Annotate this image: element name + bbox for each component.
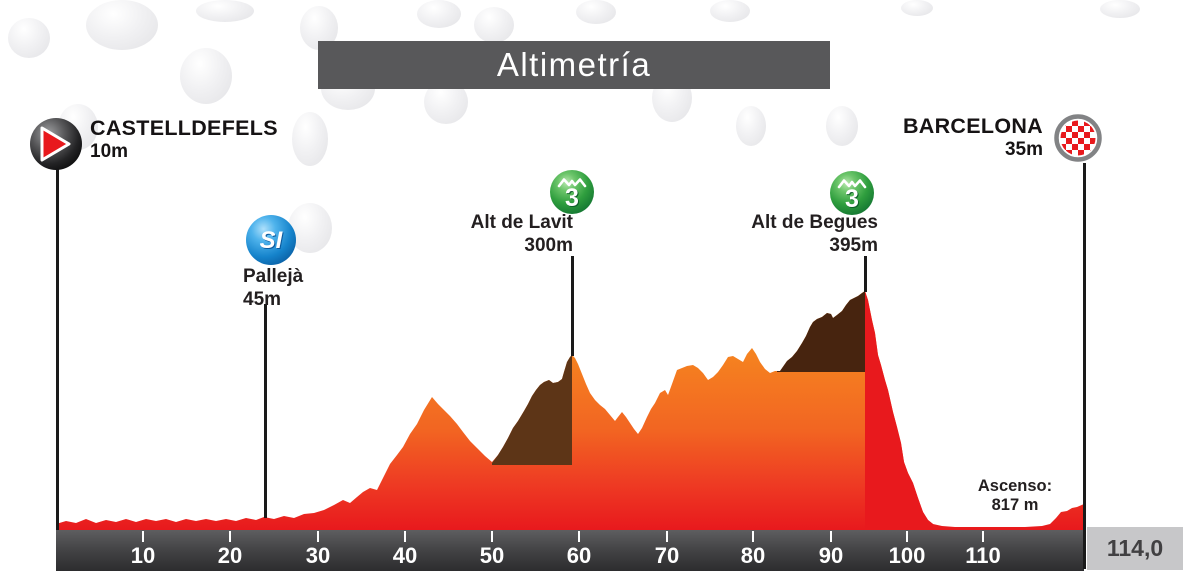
sprint-elevation: 45m <box>243 289 303 312</box>
lavit-line <box>571 256 574 356</box>
axis-tick-mark <box>578 531 580 542</box>
ascent-label: Ascenso: <box>953 477 1077 496</box>
background-bubble <box>736 106 766 146</box>
svg-text:3: 3 <box>565 184 579 212</box>
start-label: CASTELLDEFELS 10m <box>90 116 278 163</box>
axis-tick-label-50: 50 <box>462 543 522 569</box>
climb-name: Alt de Lavit <box>423 212 573 235</box>
finish-line <box>1083 163 1086 569</box>
axis-tick-mark <box>229 531 231 542</box>
background-bubble <box>8 18 50 58</box>
finish-label: BARCELONA 35m <box>843 114 1043 161</box>
final-descent-red <box>865 291 933 530</box>
axis-tick-mark <box>142 531 144 542</box>
ascent-value: 817 m <box>953 496 1077 515</box>
total-distance-box: 114,0 <box>1087 527 1183 570</box>
axis-tick-mark <box>491 531 493 542</box>
begues-line <box>864 256 867 292</box>
axis-tick-mark <box>404 531 406 542</box>
axis-tick-label-100: 100 <box>877 543 937 569</box>
axis-tick-label-60: 60 <box>549 543 609 569</box>
finish-elevation: 35m <box>843 139 1043 161</box>
background-bubble <box>292 112 328 166</box>
svg-text:SI: SI <box>260 227 284 254</box>
sprint-si-icon: SI SI <box>245 214 297 266</box>
begues-climb-shade <box>777 291 865 372</box>
climb-lavit-label: Alt de Lavit 300m <box>423 212 573 258</box>
axis-tick-mark <box>830 531 832 542</box>
axis-tick-mark <box>752 531 754 542</box>
climb-cat3-icon: 3 3 <box>549 169 595 215</box>
background-bubble <box>576 0 616 24</box>
total-distance-value: 114,0 <box>1107 535 1163 562</box>
axis-tick-label-110: 110 <box>953 543 1013 569</box>
start-elevation: 10m <box>90 141 278 163</box>
background-bubble <box>86 0 158 50</box>
stage-profile-graphic: Altimetría CASTELLDEFELS 10m BARCELONA 3… <box>0 0 1200 584</box>
axis-tick-label-10: 10 <box>113 543 173 569</box>
background-bubble <box>1100 0 1140 18</box>
start-name: CASTELLDEFELS <box>90 116 278 141</box>
climb-elevation: 395m <box>728 235 878 258</box>
climb-cat3-icon: 3 3 <box>829 170 875 216</box>
axis-tick-label-30: 30 <box>288 543 348 569</box>
finish-name: BARCELONA <box>843 114 1043 139</box>
lavit-climb-shade <box>492 355 572 465</box>
palleja-line <box>264 304 267 518</box>
sprint-name: Pallejà <box>243 266 303 289</box>
finish-checkered-icon <box>1054 114 1102 162</box>
climb-elevation: 300m <box>423 235 573 258</box>
axis-tick-label-80: 80 <box>723 543 783 569</box>
background-bubble <box>710 0 750 22</box>
axis-tick-mark <box>982 531 984 542</box>
axis-tick-mark <box>666 531 668 542</box>
background-bubble <box>474 7 514 43</box>
axis-tick-mark <box>906 531 908 542</box>
background-bubble <box>196 0 254 22</box>
svg-text:3: 3 <box>845 185 859 213</box>
title-banner: Altimetría <box>318 41 830 89</box>
sprint-label: Pallejà 45m <box>243 266 303 312</box>
axis-tick-label-70: 70 <box>637 543 697 569</box>
climb-begues-label: Alt de Begues 395m <box>728 212 878 258</box>
background-bubble <box>417 0 461 28</box>
background-bubble <box>901 0 933 16</box>
distance-axis: 10 20 30 40 50 60 70 80 90 100 110 <box>56 530 1084 571</box>
axis-tick-label-20: 20 <box>200 543 260 569</box>
background-bubble <box>180 48 232 104</box>
ascent-annotation: Ascenso: 817 m <box>953 477 1077 515</box>
elevation-area <box>56 291 1084 530</box>
start-line <box>56 163 59 530</box>
page-title: Altimetría <box>497 46 651 84</box>
axis-tick-mark <box>317 531 319 542</box>
axis-tick-label-90: 90 <box>801 543 861 569</box>
axis-tick-label-40: 40 <box>375 543 435 569</box>
start-icon <box>29 117 83 171</box>
